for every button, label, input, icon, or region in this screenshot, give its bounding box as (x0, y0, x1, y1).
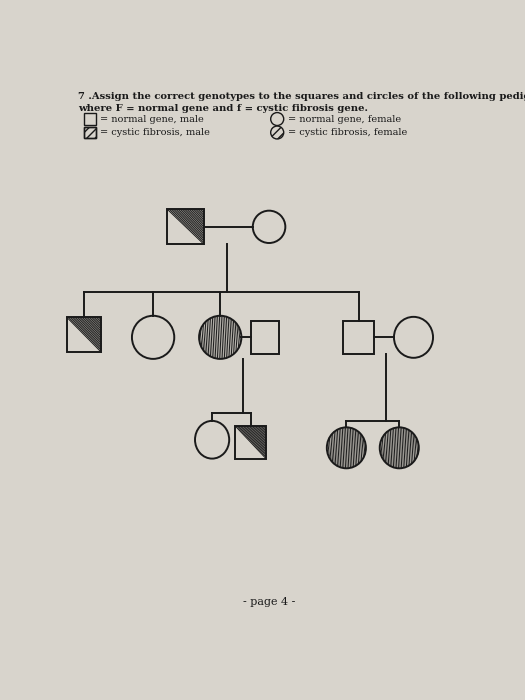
Text: where F = normal gene and f = cystic fibrosis gene.: where F = normal gene and f = cystic fib… (78, 104, 368, 113)
Bar (343, 321, 374, 354)
Bar (251, 321, 279, 354)
Bar (67, 317, 101, 352)
Text: = normal gene, male: = normal gene, male (100, 115, 204, 123)
Bar (167, 209, 204, 244)
Bar (84, 113, 96, 125)
Bar (84, 127, 96, 139)
Text: = normal gene, female: = normal gene, female (288, 115, 401, 123)
Bar (236, 426, 266, 459)
Text: = cystic fibrosis, female: = cystic fibrosis, female (288, 128, 407, 137)
Bar (84, 127, 96, 139)
Text: 7 .Assign the correct genotypes to the squares and circles of the following pedi: 7 .Assign the correct genotypes to the s… (78, 92, 525, 101)
Text: = cystic fibrosis, male: = cystic fibrosis, male (100, 128, 210, 137)
Text: - page 4 -: - page 4 - (243, 597, 295, 607)
